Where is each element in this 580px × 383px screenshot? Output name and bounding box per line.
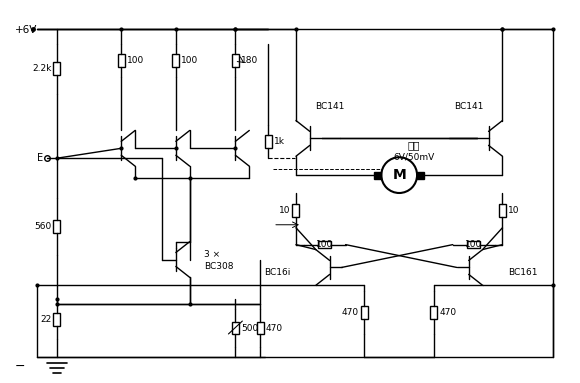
Bar: [172, 54, 179, 67]
Bar: [361, 306, 368, 319]
Text: BC161: BC161: [509, 268, 538, 277]
Text: 100: 100: [316, 240, 334, 249]
Text: 100: 100: [126, 56, 144, 65]
Bar: [374, 172, 381, 178]
Bar: [264, 136, 271, 148]
Text: M: M: [392, 168, 406, 182]
Bar: [53, 313, 60, 326]
Text: 100: 100: [182, 56, 198, 65]
Text: BC16i: BC16i: [264, 268, 290, 277]
Bar: [417, 172, 424, 178]
Text: +6V: +6V: [15, 25, 37, 35]
Text: BC141: BC141: [315, 102, 344, 111]
Text: 3 ×: 3 ×: [204, 250, 220, 259]
Text: 电机: 电机: [408, 140, 420, 151]
Text: 1k: 1k: [274, 137, 285, 146]
Bar: [467, 241, 480, 248]
Text: 180: 180: [241, 56, 258, 65]
Bar: [53, 220, 60, 233]
Bar: [232, 54, 239, 67]
Text: 2.2k: 2.2k: [32, 64, 51, 74]
Circle shape: [381, 157, 417, 193]
Text: BC308: BC308: [204, 262, 233, 271]
Text: 560: 560: [34, 222, 51, 231]
Bar: [232, 322, 239, 334]
Text: 6V/50mV: 6V/50mV: [393, 153, 435, 162]
Bar: [430, 306, 437, 319]
Text: BC141: BC141: [454, 102, 483, 111]
Bar: [257, 322, 264, 334]
Bar: [53, 62, 60, 75]
Text: 470: 470: [440, 308, 456, 317]
Text: 100: 100: [465, 240, 483, 249]
Bar: [118, 54, 125, 67]
Text: −: −: [15, 360, 26, 373]
Text: 500: 500: [241, 324, 258, 332]
Text: 10: 10: [279, 206, 291, 215]
Bar: [499, 204, 506, 217]
Text: 22: 22: [40, 314, 51, 324]
Bar: [292, 204, 299, 217]
Text: E: E: [37, 153, 43, 163]
Text: 10: 10: [508, 206, 520, 215]
Text: 470: 470: [266, 324, 283, 332]
Bar: [318, 241, 331, 248]
Text: 470: 470: [342, 308, 359, 317]
